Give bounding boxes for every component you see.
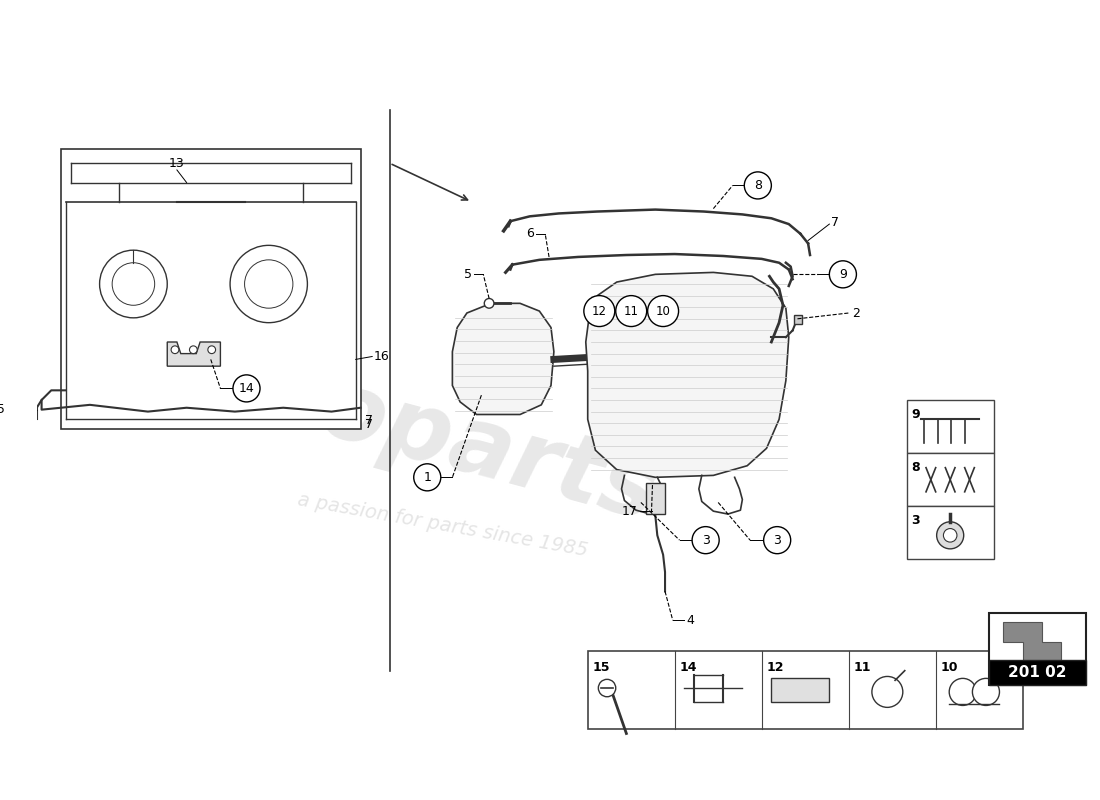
- Circle shape: [763, 526, 791, 554]
- FancyBboxPatch shape: [906, 400, 993, 453]
- Text: 3: 3: [773, 534, 781, 546]
- FancyBboxPatch shape: [989, 613, 1086, 685]
- Text: 15: 15: [593, 661, 611, 674]
- Text: 13: 13: [169, 157, 185, 170]
- Text: 17: 17: [623, 505, 638, 518]
- Text: 5: 5: [464, 268, 472, 281]
- Circle shape: [616, 296, 647, 326]
- Circle shape: [598, 679, 616, 697]
- Text: a passion for parts since 1985: a passion for parts since 1985: [296, 490, 590, 561]
- Text: 1: 1: [424, 471, 431, 484]
- Text: 7: 7: [365, 414, 373, 427]
- Circle shape: [829, 261, 857, 288]
- Circle shape: [100, 250, 167, 318]
- Text: 16: 16: [374, 350, 389, 363]
- Circle shape: [692, 526, 719, 554]
- Polygon shape: [452, 303, 554, 414]
- FancyBboxPatch shape: [793, 315, 802, 324]
- Text: 2: 2: [852, 306, 860, 319]
- Circle shape: [648, 296, 679, 326]
- Text: 14: 14: [680, 661, 697, 674]
- Text: 12: 12: [767, 661, 784, 674]
- Text: 12: 12: [592, 305, 607, 318]
- Polygon shape: [586, 273, 789, 478]
- Circle shape: [172, 346, 179, 354]
- Circle shape: [584, 296, 615, 326]
- FancyBboxPatch shape: [587, 651, 1023, 729]
- Circle shape: [949, 678, 977, 706]
- Circle shape: [0, 396, 11, 423]
- Circle shape: [189, 346, 197, 354]
- Circle shape: [944, 529, 957, 542]
- FancyBboxPatch shape: [989, 660, 1086, 685]
- Text: 15: 15: [0, 403, 6, 416]
- Text: 4: 4: [686, 614, 694, 627]
- Circle shape: [972, 678, 1000, 706]
- Text: 9: 9: [839, 268, 847, 281]
- Circle shape: [484, 298, 494, 308]
- Text: 11: 11: [854, 661, 871, 674]
- Text: 7: 7: [365, 418, 373, 430]
- FancyBboxPatch shape: [906, 506, 993, 559]
- Text: 8: 8: [912, 461, 920, 474]
- Circle shape: [936, 522, 964, 549]
- Text: 3: 3: [912, 514, 920, 527]
- FancyBboxPatch shape: [906, 453, 993, 506]
- Polygon shape: [167, 342, 220, 366]
- Circle shape: [230, 246, 307, 322]
- FancyBboxPatch shape: [771, 678, 829, 702]
- Circle shape: [233, 375, 260, 402]
- Text: 8: 8: [754, 179, 762, 192]
- Circle shape: [208, 346, 216, 354]
- Polygon shape: [1003, 622, 1062, 661]
- Text: 9: 9: [912, 408, 920, 421]
- Text: 10: 10: [656, 305, 671, 318]
- Text: 201 02: 201 02: [1008, 665, 1066, 680]
- Text: europarts: europarts: [140, 317, 668, 541]
- Circle shape: [872, 677, 903, 707]
- Text: 3: 3: [702, 534, 710, 546]
- Circle shape: [244, 260, 293, 308]
- Circle shape: [414, 464, 441, 491]
- FancyBboxPatch shape: [60, 149, 361, 429]
- Text: 11: 11: [624, 305, 639, 318]
- Circle shape: [745, 172, 771, 199]
- Circle shape: [112, 262, 155, 306]
- FancyBboxPatch shape: [646, 483, 666, 514]
- Text: 6: 6: [526, 227, 534, 240]
- Text: 14: 14: [239, 382, 254, 395]
- Text: 7: 7: [832, 216, 839, 229]
- Text: 10: 10: [940, 661, 958, 674]
